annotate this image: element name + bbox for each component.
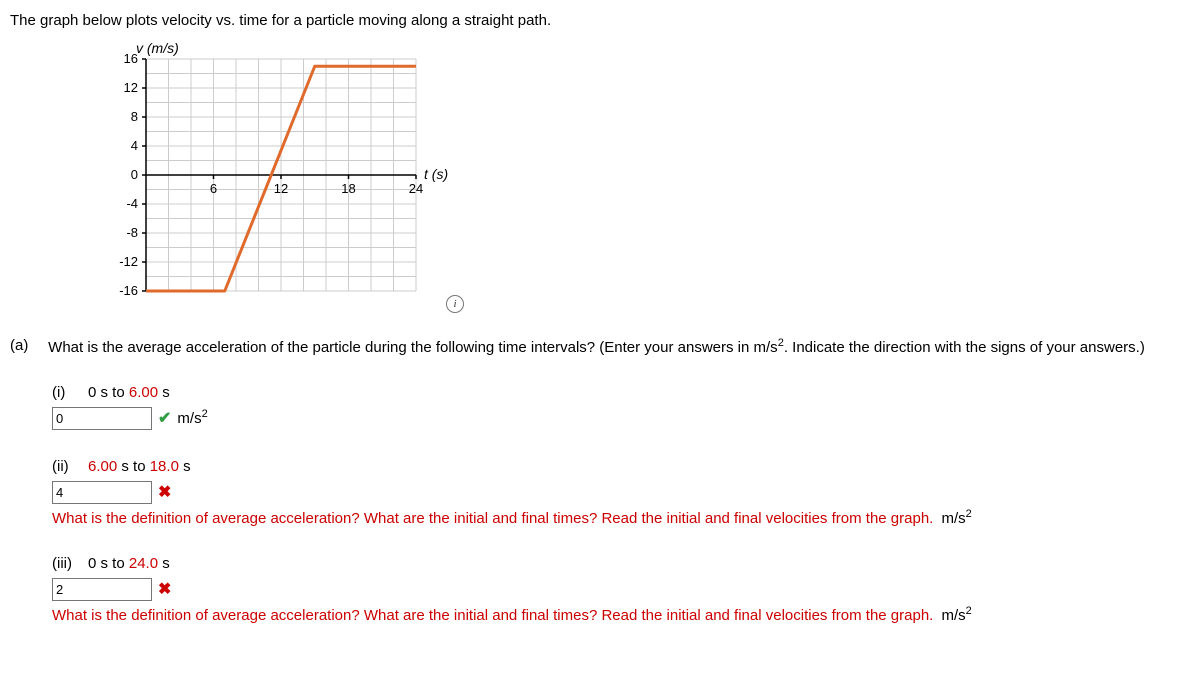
part-a-text: What is the average acceleration of the … xyxy=(48,337,1188,356)
cross-icon: ✖ xyxy=(158,581,171,598)
svg-text:-12: -12 xyxy=(119,254,138,269)
answer-input-1[interactable] xyxy=(52,481,152,504)
svg-text:12: 12 xyxy=(124,80,138,95)
part-a-label: (a) xyxy=(10,337,44,354)
sub-2-prompt: 0 s to 24.0 s xyxy=(88,555,170,572)
svg-text:-4: -4 xyxy=(126,196,138,211)
answer-input-0[interactable] xyxy=(52,407,152,430)
svg-text:v (m/s): v (m/s) xyxy=(136,40,179,56)
svg-text:0: 0 xyxy=(131,167,138,182)
svg-text:-8: -8 xyxy=(126,225,138,240)
feedback-2: What is the definition of average accele… xyxy=(10,605,1190,624)
sub-1-label: (ii) xyxy=(52,458,88,475)
svg-text:-16: -16 xyxy=(119,283,138,298)
svg-text:t (s): t (s) xyxy=(424,166,448,182)
feedback-1: What is the definition of average accele… xyxy=(10,508,1190,527)
check-icon: ✔ xyxy=(158,410,171,427)
sub-2-label: (iii) xyxy=(52,555,88,572)
part-a-text-2: . Indicate the direction with the signs … xyxy=(784,339,1145,356)
svg-text:6: 6 xyxy=(210,181,217,196)
info-icon[interactable]: i xyxy=(446,295,464,313)
svg-text:24: 24 xyxy=(409,181,423,196)
svg-text:4: 4 xyxy=(131,138,138,153)
sub-0-prompt: 0 s to 6.00 s xyxy=(88,384,170,401)
part-a-text-1: What is the average acceleration of the … xyxy=(48,339,778,356)
svg-text:12: 12 xyxy=(274,181,288,196)
sub-1-prompt: 6.00 s to 18.0 s xyxy=(88,458,191,475)
velocity-time-chart: -16-12-8-404812166121824v (m/s)t (s)i xyxy=(110,39,1190,313)
cross-icon: ✖ xyxy=(158,484,171,501)
unit-0: m/s2 xyxy=(177,410,207,427)
intro-text: The graph below plots velocity vs. time … xyxy=(10,12,1190,29)
answer-input-2[interactable] xyxy=(52,578,152,601)
svg-text:8: 8 xyxy=(131,109,138,124)
svg-text:18: 18 xyxy=(341,181,355,196)
sub-0-label: (i) xyxy=(52,384,88,401)
